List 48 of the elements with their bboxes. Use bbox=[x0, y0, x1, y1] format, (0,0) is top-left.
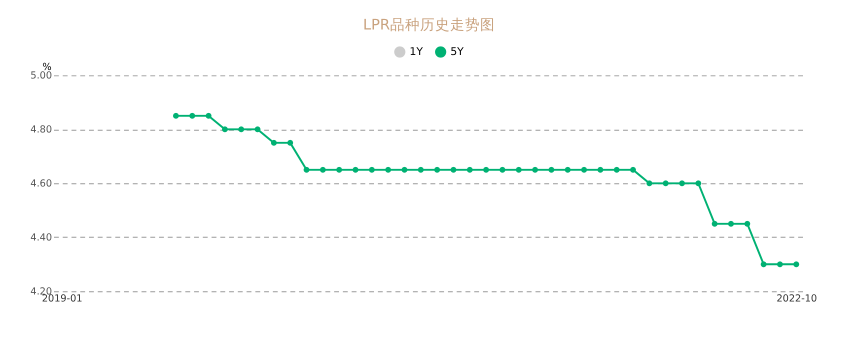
y-tick-label: 4.40 bbox=[30, 232, 52, 244]
point bbox=[173, 112, 179, 119]
point bbox=[434, 166, 440, 173]
point bbox=[418, 166, 424, 173]
point bbox=[336, 166, 342, 173]
point bbox=[662, 180, 669, 186]
y-tick-label: 4.80 bbox=[30, 124, 52, 136]
point bbox=[222, 126, 228, 132]
point bbox=[695, 180, 702, 186]
point bbox=[712, 220, 718, 227]
point bbox=[614, 166, 620, 173]
x-tick-label: 2019-01 bbox=[42, 293, 82, 304]
point bbox=[744, 220, 750, 227]
point bbox=[466, 166, 473, 173]
point bbox=[206, 112, 212, 119]
point bbox=[793, 261, 800, 268]
point bbox=[532, 166, 538, 173]
legend-label: 1Y bbox=[410, 44, 424, 58]
legend-label: 5Y bbox=[450, 44, 464, 58]
point bbox=[254, 126, 260, 132]
y-tick-label: 4.60 bbox=[30, 178, 52, 190]
point bbox=[287, 140, 294, 146]
point bbox=[352, 166, 358, 173]
point bbox=[368, 166, 375, 173]
point bbox=[728, 220, 734, 227]
point bbox=[320, 166, 326, 173]
point bbox=[548, 166, 554, 173]
point bbox=[564, 166, 571, 173]
point bbox=[450, 166, 456, 173]
point bbox=[646, 180, 652, 186]
point bbox=[304, 166, 310, 173]
x-tick-label: 2022-10 bbox=[776, 293, 818, 304]
point bbox=[597, 166, 604, 173]
chart-title: LPR品种历史走势图 bbox=[362, 16, 495, 34]
point bbox=[402, 166, 408, 173]
y-tick-label: 5.00 bbox=[30, 70, 52, 82]
point bbox=[679, 180, 685, 186]
point bbox=[516, 166, 522, 173]
point bbox=[483, 166, 490, 173]
point bbox=[270, 140, 277, 146]
point bbox=[385, 166, 392, 173]
point bbox=[500, 166, 506, 173]
point bbox=[777, 261, 783, 268]
point bbox=[581, 166, 587, 173]
point bbox=[760, 261, 767, 268]
point bbox=[630, 166, 636, 173]
point bbox=[189, 112, 196, 119]
point bbox=[238, 126, 244, 132]
